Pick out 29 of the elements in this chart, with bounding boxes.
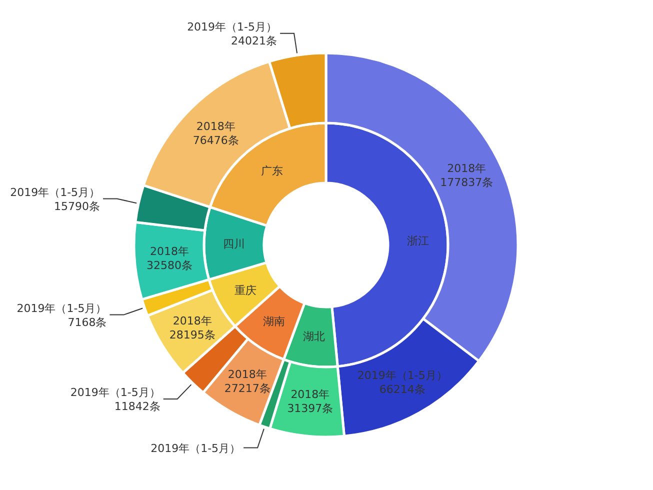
slice-label: 2019年（1-5月） (187, 20, 278, 34)
data-label: 31397条 (287, 402, 334, 416)
slice-label: 广东 (260, 164, 283, 178)
slice-label: 2018年 (150, 245, 190, 258)
slice-label: 2018年 (172, 314, 212, 328)
slice-label: 2018年 (447, 162, 486, 176)
slice-label: 2019年（1-5月） (16, 302, 107, 315)
slice-label: 2019年（1-5月） (150, 442, 241, 455)
slice-label: 湖北 (303, 330, 326, 344)
slice-label: 2019年（1-5月） (70, 386, 160, 399)
slice-label: 2018年 (290, 388, 330, 402)
data-label: 15790条 (54, 200, 100, 213)
data-label: 7168条 (68, 316, 107, 329)
data-label: 28195条 (169, 328, 216, 342)
data-label: 27217条 (224, 382, 270, 395)
data-label: 76476条 (192, 134, 239, 148)
slice-label: 2018年 (196, 120, 236, 134)
slice-label: 2018年 (228, 368, 267, 381)
data-label: 32580条 (146, 259, 193, 272)
slice-label: 2019年（1-5月） (357, 369, 448, 382)
data-label: 66214条 (379, 383, 426, 396)
data-label: 177837条 (440, 176, 494, 190)
data-label: 11842条 (114, 400, 160, 413)
slice-label: 2019年（1-5月） (10, 186, 100, 199)
slice-label: 浙江 (406, 234, 429, 248)
data-label: 24021条 (231, 34, 278, 48)
slice-label: 重庆 (234, 284, 257, 297)
slice-label: 湖南 (263, 315, 286, 328)
slice-label: 四川 (223, 238, 246, 251)
